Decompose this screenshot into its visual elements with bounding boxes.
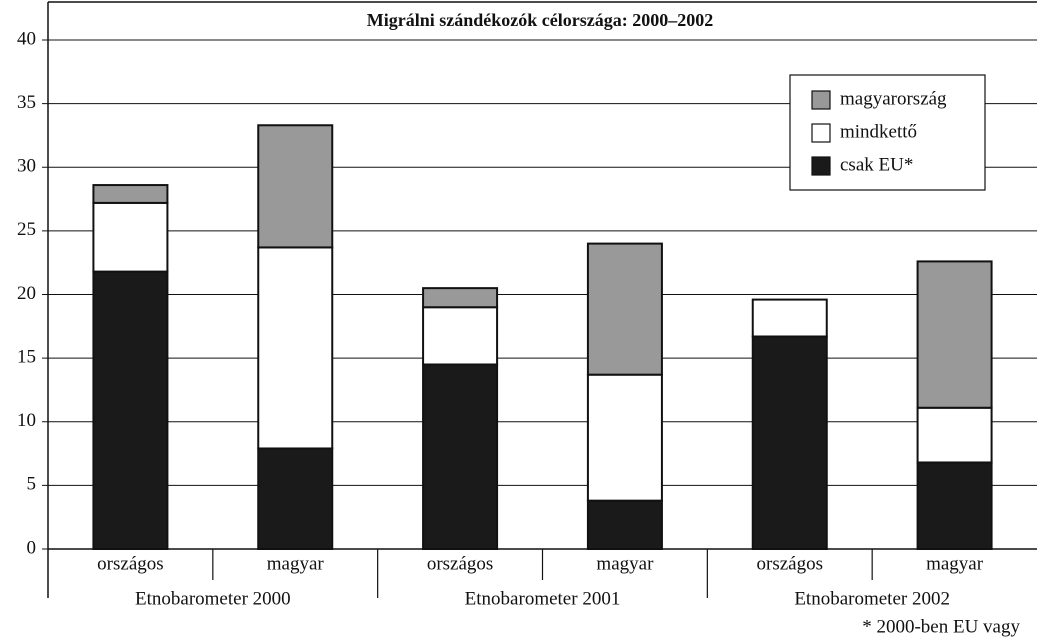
legend-label: csak EU*	[840, 154, 913, 175]
bar-segment	[422, 363, 499, 550]
footnote: * 2000-ben EU vagy	[862, 616, 1020, 637]
y-tick-label: 35	[17, 92, 36, 113]
y-tick-label: 0	[27, 537, 37, 558]
bar-segment	[916, 461, 993, 550]
bar-segment	[257, 447, 334, 550]
bar-segment	[586, 242, 663, 376]
x-tick-label: magyar	[926, 553, 984, 574]
bar-segment	[751, 335, 828, 550]
bar-segment	[916, 406, 993, 464]
y-tick-label: 15	[17, 346, 36, 367]
x-tick-label: magyar	[267, 553, 325, 574]
y-tick-label: 5	[27, 474, 37, 495]
x-tick-label: magyar	[596, 553, 654, 574]
y-tick-label: 10	[17, 410, 36, 431]
group-label: Etnobarometer 2001	[465, 588, 621, 609]
bar-segment	[92, 201, 169, 273]
y-tick-label: 40	[17, 28, 36, 49]
bar-segment	[586, 373, 663, 502]
legend-swatch	[811, 123, 831, 143]
y-tick-label: 20	[17, 283, 36, 304]
bar-segment	[422, 306, 499, 366]
bar-segment	[92, 270, 169, 550]
bar-segment	[422, 287, 499, 309]
group-label: Etnobarometer 2000	[135, 588, 291, 609]
legend-label: magyarország	[840, 88, 947, 109]
bar-segment	[257, 246, 334, 450]
legend-swatch	[811, 156, 831, 176]
bar-segment	[751, 298, 828, 338]
x-tick-label: országos	[97, 553, 163, 574]
y-tick-label: 25	[17, 219, 36, 240]
x-tick-label: országos	[757, 553, 823, 574]
bar-segment	[586, 499, 663, 550]
bar-segment	[92, 184, 169, 204]
x-tick-label: országos	[427, 553, 493, 574]
bar-segment	[257, 124, 334, 249]
y-tick-label: 30	[17, 156, 36, 177]
chart-title: Migrálni szándékozók célországa: 2000–20…	[367, 10, 713, 30]
legend-swatch	[811, 90, 831, 110]
legend-label: mindkettő	[840, 121, 917, 142]
group-label: Etnobarometer 2002	[794, 588, 950, 609]
bar-segment	[916, 260, 993, 409]
